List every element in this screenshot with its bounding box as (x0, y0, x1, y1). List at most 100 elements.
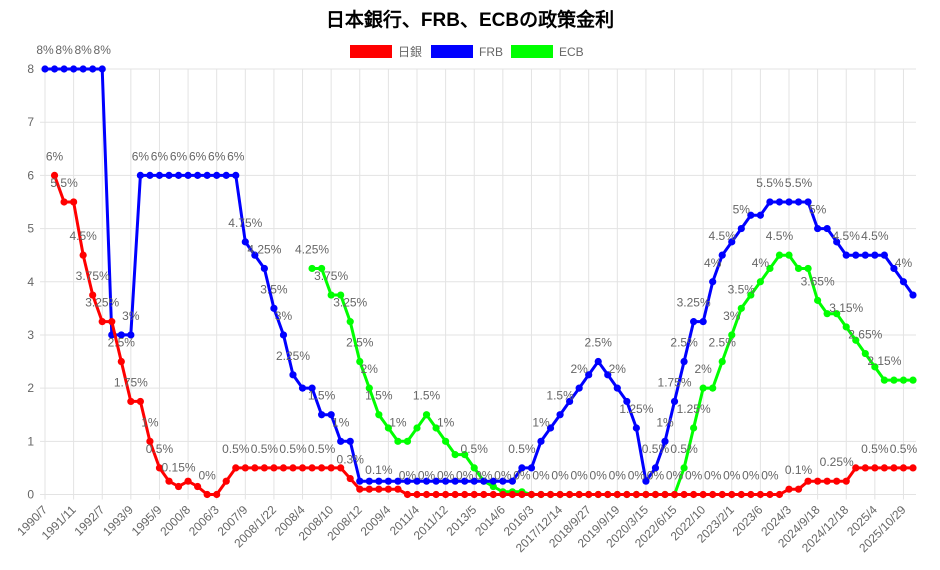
data-point-boj[interactable] (518, 490, 526, 499)
data-point-boj[interactable] (480, 490, 488, 499)
data-point-frb[interactable] (365, 477, 373, 485)
data-point-boj[interactable] (365, 485, 373, 493)
data-point-ecb[interactable] (871, 363, 879, 371)
data-point-frb[interactable] (604, 371, 612, 379)
data-point-frb[interactable] (165, 171, 173, 179)
data-point-ecb[interactable] (880, 376, 888, 384)
data-point-boj[interactable] (50, 171, 59, 179)
data-point-frb[interactable] (718, 251, 726, 259)
data-point-frb[interactable] (50, 65, 59, 73)
data-point-boj[interactable] (594, 490, 602, 499)
data-point-frb[interactable] (308, 384, 316, 392)
data-point-boj[interactable] (899, 464, 908, 472)
data-point-frb[interactable] (804, 198, 812, 206)
data-point-boj[interactable] (680, 490, 688, 499)
data-point-frb[interactable] (346, 437, 354, 445)
data-point-boj[interactable] (89, 291, 97, 299)
data-point-ecb[interactable] (718, 357, 726, 366)
data-point-boj[interactable] (890, 464, 898, 472)
data-point-boj[interactable] (60, 198, 68, 206)
data-point-frb[interactable] (690, 318, 698, 326)
data-point-boj[interactable] (470, 490, 478, 499)
data-point-frb[interactable] (585, 371, 593, 379)
data-point-frb[interactable] (41, 65, 49, 73)
data-point-boj[interactable] (823, 477, 831, 485)
data-point-frb[interactable] (785, 198, 793, 206)
data-point-boj[interactable] (270, 464, 278, 472)
data-point-boj[interactable] (327, 464, 335, 472)
data-point-ecb[interactable] (833, 310, 841, 318)
data-point-boj[interactable] (194, 482, 202, 491)
data-point-boj[interactable] (241, 464, 249, 472)
data-point-ecb[interactable] (690, 424, 698, 432)
data-point-frb[interactable] (442, 477, 450, 485)
data-point-ecb[interactable] (737, 304, 745, 312)
data-point-boj[interactable] (356, 485, 364, 493)
data-point-ecb[interactable] (346, 318, 354, 326)
data-point-boj[interactable] (403, 490, 412, 499)
data-point-boj[interactable] (318, 464, 326, 472)
data-point-ecb[interactable] (432, 424, 440, 432)
data-point-boj[interactable] (794, 485, 803, 493)
data-point-ecb[interactable] (747, 291, 755, 299)
data-point-frb[interactable] (489, 477, 497, 485)
data-point-frb[interactable] (842, 251, 850, 259)
data-point-boj[interactable] (508, 490, 516, 499)
data-point-frb[interactable] (632, 424, 640, 432)
data-point-boj[interactable] (289, 464, 297, 472)
data-point-frb[interactable] (89, 65, 97, 73)
data-point-boj[interactable] (775, 490, 784, 499)
data-point-ecb[interactable] (394, 437, 402, 445)
data-point-ecb[interactable] (451, 451, 459, 459)
data-point-boj[interactable] (127, 397, 135, 406)
data-point-frb[interactable] (222, 171, 230, 179)
data-point-frb[interactable] (775, 198, 784, 206)
data-point-boj[interactable] (566, 490, 574, 499)
data-point-ecb[interactable] (442, 437, 450, 445)
data-point-boj[interactable] (737, 490, 745, 499)
data-point-frb[interactable] (613, 384, 621, 392)
data-point-boj[interactable] (165, 477, 173, 485)
data-point-boj[interactable] (699, 490, 707, 499)
data-point-frb[interactable] (375, 477, 383, 485)
data-point-boj[interactable] (461, 490, 469, 499)
data-point-boj[interactable] (174, 482, 183, 491)
data-point-ecb[interactable] (470, 464, 478, 472)
data-point-boj[interactable] (279, 464, 288, 472)
data-point-boj[interactable] (718, 490, 726, 499)
data-point-frb[interactable] (232, 171, 240, 179)
data-point-boj[interactable] (346, 474, 354, 483)
data-point-boj[interactable] (451, 490, 459, 499)
data-point-boj[interactable] (709, 490, 717, 499)
data-point-frb[interactable] (480, 477, 488, 485)
data-point-boj[interactable] (537, 490, 545, 499)
data-point-frb[interactable] (155, 171, 164, 179)
data-point-frb[interactable] (728, 238, 736, 246)
data-point-ecb[interactable] (680, 464, 688, 472)
data-point-boj[interactable] (108, 318, 116, 326)
data-point-ecb[interactable] (356, 357, 364, 366)
data-point-ecb[interactable] (899, 376, 908, 384)
data-point-boj[interactable] (98, 318, 106, 326)
data-point-boj[interactable] (117, 357, 125, 366)
data-point-ecb[interactable] (804, 264, 812, 273)
data-point-boj[interactable] (785, 485, 793, 493)
data-point-ecb[interactable] (909, 376, 917, 384)
data-point-boj[interactable] (804, 477, 812, 485)
data-point-boj[interactable] (833, 477, 841, 485)
data-point-boj[interactable] (861, 464, 869, 472)
data-point-ecb[interactable] (422, 411, 431, 419)
data-point-frb[interactable] (260, 264, 268, 273)
data-point-ecb[interactable] (842, 323, 850, 331)
data-point-boj[interactable] (642, 490, 650, 499)
data-point-ecb[interactable] (766, 264, 774, 273)
data-point-frb[interactable] (451, 477, 459, 485)
data-point-ecb[interactable] (403, 437, 412, 445)
data-point-ecb[interactable] (384, 424, 392, 432)
data-point-ecb[interactable] (337, 291, 345, 299)
data-point-boj[interactable] (499, 490, 507, 499)
data-point-boj[interactable] (766, 490, 774, 499)
data-point-boj[interactable] (375, 485, 383, 493)
data-point-frb[interactable] (327, 411, 335, 419)
data-point-ecb[interactable] (794, 264, 803, 273)
